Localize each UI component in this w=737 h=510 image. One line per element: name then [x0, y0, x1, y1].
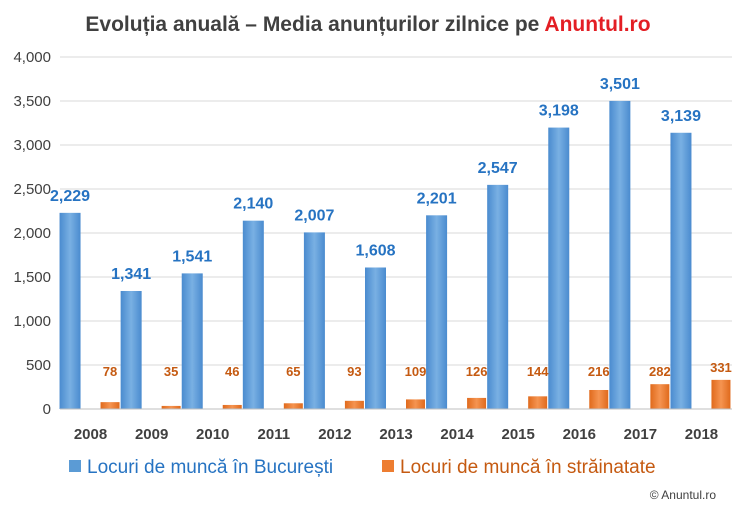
y-tick-label: 0	[43, 401, 51, 418]
x-tick-label: 2009	[135, 426, 168, 443]
data-label-bucuresti: 2,140	[233, 196, 273, 213]
y-tick-label: 4,000	[13, 49, 51, 66]
bar-strainatate	[283, 403, 303, 409]
bar-strainatate	[161, 405, 181, 409]
x-tick-label: 2018	[685, 426, 718, 443]
y-tick-label: 3,500	[13, 93, 51, 110]
x-tick-label: 2012	[318, 426, 351, 443]
data-label-bucuresti: 2,007	[294, 207, 334, 224]
bar-strainatate	[467, 397, 487, 409]
data-label-strainatate: 46	[225, 364, 239, 379]
x-tick-label: 2014	[440, 426, 474, 443]
x-tick-label: 2008	[74, 426, 107, 443]
bars	[59, 100, 731, 410]
legend-swatch-strainatate	[382, 460, 394, 472]
bar-strainatate	[406, 399, 425, 409]
bar-strainatate	[650, 384, 670, 409]
data-label-strainatate: 109	[405, 364, 427, 379]
data-label-bucuresti: 2,201	[417, 190, 457, 207]
legend-swatch-bucuresti	[69, 460, 81, 472]
x-tick-label: 2010	[196, 426, 229, 443]
data-label-bucuresti: 2,547	[478, 160, 518, 177]
y-tick-label: 3,000	[13, 137, 51, 154]
bar-strainatate	[222, 404, 242, 409]
bar-strainatate	[528, 396, 548, 409]
data-label-strainatate: 35	[164, 364, 178, 379]
grid-lines	[60, 56, 732, 366]
data-labels: 2,229 78 1,341 35 1,541 46 2,140 65 2,007 93 1,608…	[50, 76, 732, 379]
data-label-strainatate: 78	[103, 364, 117, 379]
y-tick-label: 1,000	[13, 313, 51, 330]
y-tick-label: 2,000	[13, 225, 51, 242]
bar-strainatate	[344, 400, 364, 409]
bar-bucuresti	[181, 273, 203, 409]
bar-strainatate	[100, 402, 120, 409]
legend: Locuri de muncă în București Locuri de m…	[69, 457, 656, 478]
data-label-bucuresti: 3,501	[600, 76, 640, 93]
bar-bucuresti	[303, 232, 325, 409]
data-label-bucuresti: 1,608	[355, 242, 395, 259]
data-label-strainatate: 65	[286, 364, 300, 379]
y-tick-label: 2,500	[13, 181, 51, 198]
bar-bucuresti	[365, 267, 386, 409]
legend-label-bucuresti: Locuri de muncă în București	[87, 457, 333, 478]
bar-bucuresti	[487, 184, 509, 409]
data-label-bucuresti: 3,198	[539, 103, 579, 120]
x-axis: 2008 2009 2010 2011 2012 2013 2014 2015 2016 2017…	[74, 426, 718, 443]
legend-label-strainatate: Locuri de muncă în străinatate	[400, 457, 656, 478]
data-label-strainatate: 93	[347, 364, 361, 379]
chart-title-brand: Anuntul.ro	[544, 13, 650, 36]
data-label-strainatate: 126	[466, 364, 488, 379]
bar-bucuresti	[670, 132, 692, 409]
bar-bucuresti	[609, 100, 631, 410]
data-label-bucuresti: 1,541	[172, 248, 212, 265]
data-label-strainatate: 282	[649, 364, 671, 379]
x-tick-label: 2011	[258, 426, 291, 443]
x-tick-label: 2015	[501, 426, 534, 443]
data-label-strainatate: 216	[588, 364, 610, 379]
bar-bucuresti	[548, 127, 570, 410]
y-axis: 0 500 1,000 1,500 2,000 2,500 3,000 3,500 4,000	[13, 49, 51, 418]
bar-strainatate	[711, 379, 731, 409]
data-label-bucuresti: 3,139	[661, 108, 701, 125]
bar-bucuresti	[242, 220, 264, 409]
x-tick-label: 2017	[624, 426, 657, 443]
bar-strainatate	[589, 389, 609, 409]
y-tick-label: 500	[26, 357, 51, 374]
bar-bucuresti	[59, 212, 81, 409]
data-label-strainatate: 144	[527, 364, 549, 379]
x-tick-label: 2016	[563, 426, 596, 443]
chart-title: Evoluția anuală – Media anunțurilor ziln…	[85, 13, 650, 36]
y-tick-label: 1,500	[13, 269, 51, 286]
data-label-strainatate: 331	[710, 360, 732, 375]
x-tick-label: 2013	[379, 426, 412, 443]
data-label-bucuresti: 1,341	[111, 266, 151, 283]
bar-bucuresti	[426, 215, 448, 409]
data-label-bucuresti: 2,229	[50, 188, 90, 205]
copyright-text: © Anuntul.ro	[650, 488, 717, 502]
chart-title-prefix: Evoluția anuală – Media anunțurilor ziln…	[85, 13, 544, 36]
bar-bucuresti	[120, 290, 142, 409]
